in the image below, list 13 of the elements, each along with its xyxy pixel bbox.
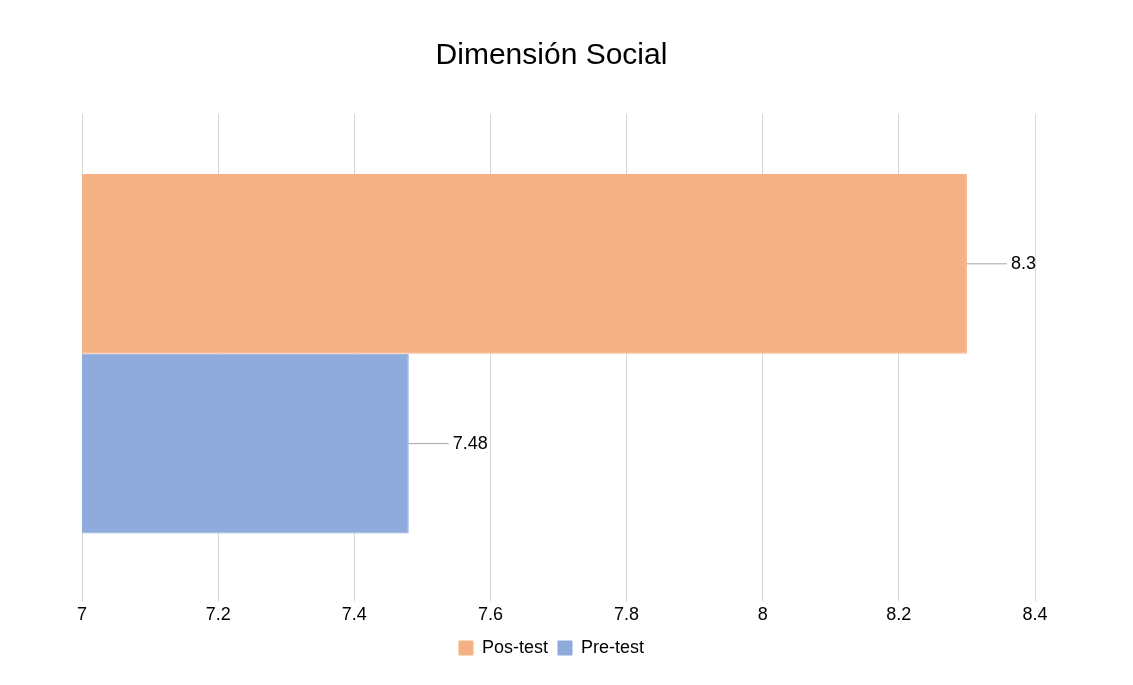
x-tick-label: 7.2 [205, 604, 231, 625]
legend-label: Pos-test [481, 636, 549, 657]
x-tick-label: 7.4 [341, 604, 367, 625]
legend-label: Pre-test [581, 636, 645, 657]
x-tick-label: 8.4 [1022, 604, 1048, 625]
chart-title: Dimensión Social [435, 37, 668, 71]
data-label: 7.48 [452, 432, 488, 453]
x-tick-label: 8 [757, 604, 768, 625]
x-tick-label: 7.6 [477, 604, 503, 625]
x-tick-label: 7 [76, 604, 88, 625]
data-label: 8.3 [1010, 252, 1036, 273]
x-tick-label: 8.2 [886, 604, 912, 625]
x-tick-label: 7.8 [614, 604, 640, 625]
